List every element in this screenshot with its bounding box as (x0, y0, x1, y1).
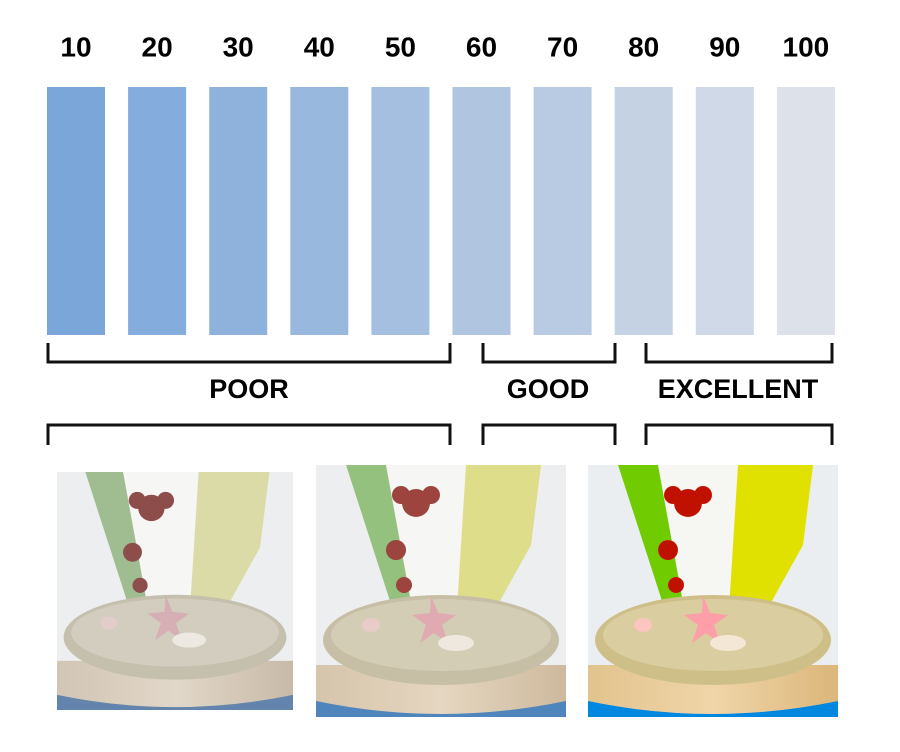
swatch (695, 87, 754, 335)
photo (588, 465, 838, 717)
swatch (776, 87, 835, 335)
bracket (481, 343, 617, 364)
scale-label: 40 (304, 31, 335, 62)
scale-label: 20 (142, 31, 173, 62)
scale-label: 10 (60, 31, 91, 62)
scale-label: 100 (783, 31, 830, 62)
swatch (533, 87, 592, 335)
scale-label: 50 (385, 31, 416, 62)
swatch (290, 87, 349, 335)
group-label: EXCELLENT (658, 374, 819, 404)
scale-label: 70 (547, 31, 578, 62)
photo (316, 465, 566, 717)
bracket (644, 423, 834, 445)
group-label: GOOD (507, 374, 590, 404)
swatch (128, 87, 187, 335)
bracket (481, 423, 617, 445)
scale-label: 80 (628, 31, 659, 62)
scale-label: 90 (709, 31, 740, 62)
swatch (209, 87, 268, 335)
swatch (614, 87, 673, 335)
swatch (47, 87, 105, 335)
bracket (644, 343, 834, 364)
bracket (46, 423, 452, 445)
group-label: POOR (209, 374, 289, 404)
brackets (46, 343, 834, 445)
swatch-row: 10 20 30 40 50 60 70 80 90 100 (47, 31, 835, 335)
scale-label: 30 (223, 31, 254, 62)
swatch (371, 87, 430, 335)
scale-label: 60 (466, 31, 497, 62)
photo (57, 472, 293, 710)
bracket (46, 343, 452, 364)
swatch (452, 87, 511, 335)
